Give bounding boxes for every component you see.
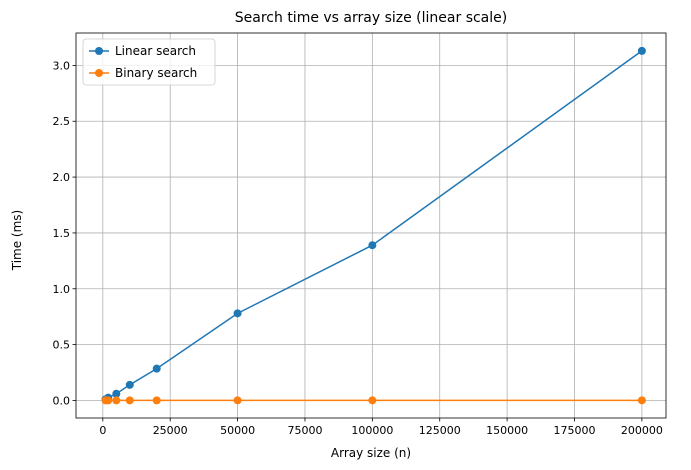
data-point-binary-search <box>233 396 242 405</box>
x-tick-label: 125000 <box>419 424 461 437</box>
data-point-binary-search <box>112 396 121 405</box>
x-tick-label: 100000 <box>351 424 393 437</box>
x-tick-label: 25000 <box>153 424 188 437</box>
y-tick-label: 2.0 <box>53 171 71 184</box>
legend-marker-linear-search <box>95 47 103 55</box>
data-point-binary-search <box>104 396 113 405</box>
data-point-linear-search <box>637 46 646 55</box>
y-tick-label: 0.0 <box>53 394 71 407</box>
axes-frame <box>75 32 667 419</box>
data-point-binary-search <box>637 396 646 405</box>
y-tick-label: 1.5 <box>53 227 71 240</box>
series-binary-search <box>101 396 646 405</box>
x-tick-label: 200000 <box>621 424 663 437</box>
legend-label-binary-search: Binary search <box>115 66 197 80</box>
x-tick-label: 0 <box>99 424 106 437</box>
y-tick-label: 3.0 <box>53 59 71 72</box>
data-point-binary-search <box>125 396 134 405</box>
x-axis-label: Array size (n) <box>331 446 411 460</box>
plot-area: 0 25000 50000 75000 100000 125000 150000 175000… <box>53 32 667 437</box>
series-layer <box>101 46 646 405</box>
data-point-linear-search <box>152 364 161 373</box>
legend-marker-binary-search <box>95 69 103 77</box>
y-tick-label: 0.5 <box>53 339 71 352</box>
x-tick-label: 150000 <box>486 424 528 437</box>
legend-label-linear-search: Linear search <box>115 44 196 58</box>
data-point-binary-search <box>368 396 377 405</box>
x-tick-label: 175000 <box>553 424 595 437</box>
y-tick-label: 1.0 <box>53 283 71 296</box>
data-point-linear-search <box>125 380 134 389</box>
x-tick-label: 50000 <box>220 424 255 437</box>
data-point-linear-search <box>368 241 377 250</box>
legend-box <box>82 38 216 86</box>
data-point-linear-search <box>112 389 121 398</box>
x-tick-label: 75000 <box>287 424 322 437</box>
y-tick-label: 2.5 <box>53 115 71 128</box>
tick-layer: 0 25000 50000 75000 100000 125000 150000 175000… <box>53 59 663 437</box>
y-axis-label: Time (ms) <box>10 210 24 272</box>
data-point-binary-search <box>152 396 161 405</box>
data-point-linear-search <box>233 309 242 318</box>
legend: Linear search Binary search <box>82 38 216 86</box>
chart-title: Search time vs array size (linear scale) <box>235 10 507 26</box>
